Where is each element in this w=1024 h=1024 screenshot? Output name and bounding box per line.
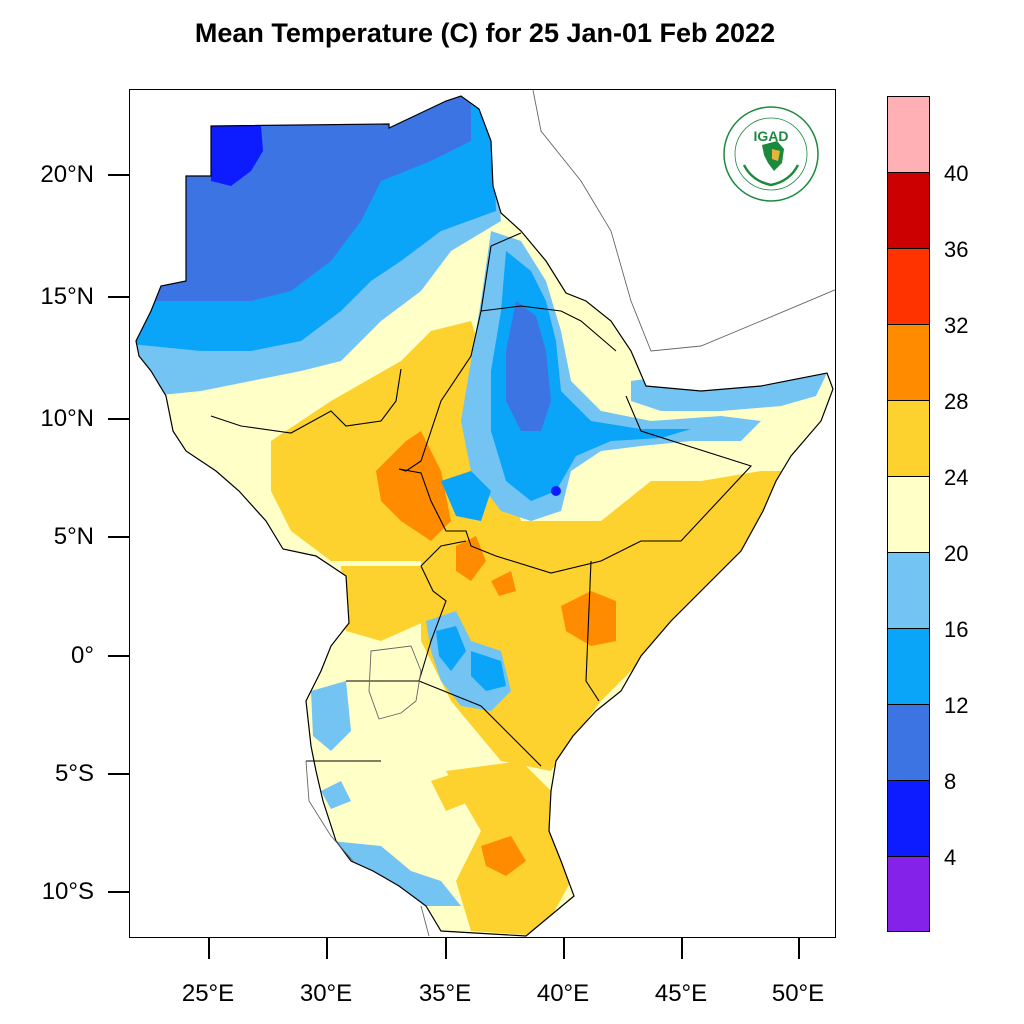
neighbor-outlines	[305, 90, 835, 937]
lat-label-10s: 10°S	[41, 878, 94, 905]
map-panel	[129, 89, 836, 938]
tick-x-40e	[563, 938, 565, 959]
lat-label-0: 0°	[71, 642, 94, 669]
igad-emblem-icon: IGAD	[723, 106, 819, 202]
country-borders	[210, 232, 752, 767]
tick-y-5s	[108, 773, 129, 775]
tick-x-35e	[445, 938, 447, 959]
colorbar-bin-below-4	[888, 857, 929, 931]
colorbar-label-40: 40	[944, 161, 969, 186]
colorbar-label-12: 12	[944, 693, 969, 718]
tick-y-0	[108, 655, 129, 657]
colorbar-bin-12-16	[888, 629, 929, 705]
lat-label-10n: 10°N	[40, 405, 94, 432]
tick-x-25e	[208, 938, 210, 959]
lon-label-25e: 25°E	[181, 980, 235, 1007]
lat-label-5n: 5°N	[53, 523, 94, 550]
igad-logo: IGAD	[722, 105, 820, 203]
colorbar-bin-16-20	[888, 553, 929, 629]
colorbar-label-4: 4	[944, 845, 957, 870]
colorbar-bin-8-12	[888, 705, 929, 781]
lat-label-15n: 15°N	[40, 283, 94, 310]
lon-label-40e: 40°E	[536, 980, 590, 1007]
tick-x-50e	[798, 938, 800, 959]
colorbar-label-16: 16	[944, 617, 969, 642]
lon-label-35e: 35°E	[418, 980, 472, 1007]
colorbar-label-32: 32	[944, 313, 969, 338]
colorbar-label-20: 20	[944, 541, 969, 566]
tick-x-45e	[681, 938, 683, 959]
colorbar-bin-28-32	[888, 325, 929, 401]
colorbar-bin-4-8	[888, 781, 929, 857]
lon-label-30e: 30°E	[299, 980, 353, 1007]
temperature-map	[135, 90, 835, 937]
lat-label-20n: 20°N	[40, 161, 94, 188]
colorbar-bin-36-40	[888, 173, 929, 249]
colorbar-bin-40plus	[888, 97, 929, 173]
map-title: Mean Temperature (C) for 25 Jan-01 Feb 2…	[194, 18, 776, 48]
temperature-fill	[136, 96, 833, 936]
colorbar-bin-24-28	[888, 401, 929, 477]
tick-y-10s	[108, 891, 129, 893]
tick-x-30e	[326, 938, 328, 959]
colorbar-label-24: 24	[944, 465, 969, 490]
lon-label-45e: 45°E	[654, 980, 708, 1007]
colorbar-label-8: 8	[944, 769, 957, 794]
colorbar-bin-32-36	[888, 249, 929, 325]
lon-label-50e: 50°E	[771, 980, 825, 1007]
colorbar-label-28: 28	[944, 389, 969, 414]
lat-label-5s: 5°S	[55, 760, 94, 787]
tick-y-15n	[108, 296, 129, 298]
colorbar	[887, 96, 930, 932]
logo-text: IGAD	[754, 128, 789, 144]
tick-y-20n	[108, 174, 129, 176]
colorbar-label-36: 36	[944, 237, 969, 262]
tick-y-5n	[108, 536, 129, 538]
tick-y-10n	[108, 418, 129, 420]
coastline	[135, 95, 834, 937]
colorbar-bin-20-24	[888, 477, 929, 553]
